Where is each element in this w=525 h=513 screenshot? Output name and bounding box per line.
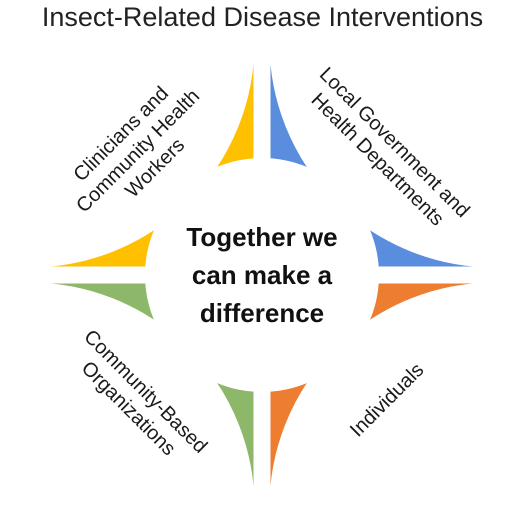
segment-label-individuals: Individuals bbox=[346, 359, 428, 441]
center-circle bbox=[145, 158, 379, 392]
center-text: Together we can make a difference bbox=[186, 222, 337, 328]
center-text-line: difference bbox=[200, 298, 324, 328]
segment-label-clinicians: Clinicians andCommunity HealthWorkers bbox=[55, 68, 221, 234]
center-text-line: Together we bbox=[186, 222, 337, 252]
diagram-title: Insect-Related Disease Interventions bbox=[41, 2, 484, 32]
segment-label-line: Individuals bbox=[346, 359, 428, 441]
center-text-line: can make a bbox=[192, 260, 333, 290]
